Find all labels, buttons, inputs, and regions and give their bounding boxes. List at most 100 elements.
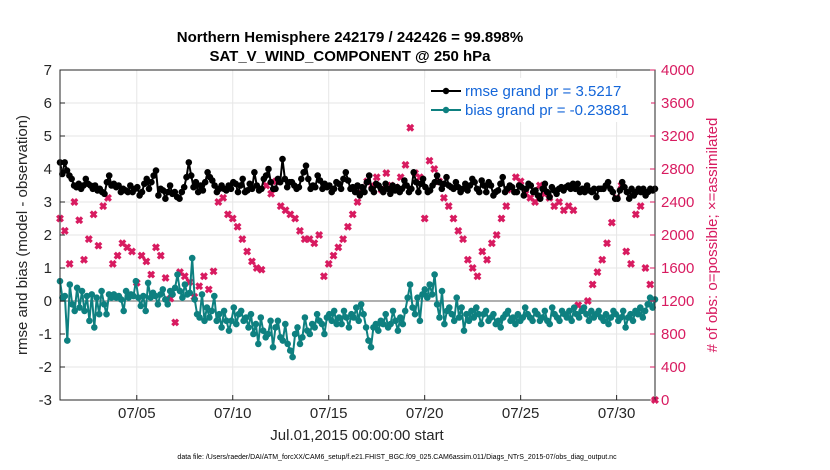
chart-title: Northern Hemisphere 242179 / 242426 = 99… [177,29,523,46]
rmse-point [478,177,486,184]
rmse-point [267,178,275,186]
legend-bias-marker [442,106,450,114]
bias-point [91,324,98,331]
x-tick-label: 07/05 [118,405,156,422]
rmse-point [305,175,312,183]
obs-marker [631,210,640,219]
obs-marker [324,259,333,268]
bias-point [634,310,642,318]
bias-point [546,320,553,328]
y-axis-label: rmse and bias (model - observation) [14,115,31,355]
bias-point [88,291,96,298]
obs-marker-arm [94,241,103,250]
obs-marker [425,156,434,165]
rmse-point [312,183,319,191]
rmse-point [335,180,343,188]
bias-point [458,304,465,311]
bias-point [267,317,274,325]
rmse-point [438,185,446,193]
obs-marker [444,202,453,211]
obs-marker [334,243,343,252]
bias-point [196,314,203,321]
rmse-point [616,187,624,194]
bias-point [433,301,441,308]
obs-marker-arm [564,202,573,211]
obs-marker [161,273,170,282]
rmse-point [546,193,553,201]
bias-point [326,310,333,318]
y-tick-label: 5 [44,128,52,145]
obs-marker-arm [324,259,333,268]
obs-marker-arm [233,222,242,231]
obs-marker-arm [459,235,468,244]
rmse-point [138,188,146,196]
obs-marker [478,247,487,256]
obs-marker-arm [430,165,439,173]
obs-marker-arm [348,210,357,219]
obs-marker-arm [108,259,117,268]
obs-marker-arm [195,282,204,291]
bias-point [355,317,363,325]
x-tick-label: 07/10 [214,405,252,422]
rmse-point [246,180,253,188]
bias-point [382,310,390,318]
obs-marker [569,206,578,215]
rmse-point [105,172,113,179]
obs-marker [219,193,228,202]
bias-point [213,317,220,325]
obs-marker-arm [147,270,156,279]
obs-marker-arm [627,259,635,268]
bias-point [296,340,304,348]
bias-point [176,287,184,295]
bias-point [95,310,103,318]
bias-point [534,310,541,318]
y-tick-label: -2 [39,359,52,376]
bias-point [191,296,198,303]
obs-marker-arm [80,255,88,264]
bias-point [404,294,412,302]
obs-marker-arm [142,257,151,266]
bias-point [345,324,353,331]
rmse-point [185,159,193,166]
bias-point [580,304,588,311]
bias-point [254,340,262,348]
rmse-point [625,195,633,202]
bias-point [612,310,620,318]
right-axis-ticks: 0 400 800 1200 1600 2000 2400 2800 3200 3600 4000 [650,62,694,409]
bias-point [311,324,319,331]
bias-point [272,324,279,331]
rmse-point [356,192,364,199]
rmse-point [583,182,591,189]
bias-point [242,314,250,321]
rmse-point [199,187,207,194]
bias-point [455,314,463,321]
bias-point [188,254,196,262]
bias-point [475,310,483,318]
bias-point [617,314,624,321]
obs-marker [80,255,88,264]
bias-point [171,284,179,292]
bias-point [441,320,448,328]
obs-marker-arm [483,255,492,264]
obs-marker [420,214,429,223]
rmse-point [553,190,560,198]
rmse-point [326,182,333,189]
rmse-point [91,182,99,189]
rmse-point [590,185,598,193]
rmse-point [536,195,544,202]
obs-marker-arm [329,251,338,260]
y-tick-label-right: 2400 [661,194,694,211]
rmse-point [567,185,574,193]
obs-marker-arm [353,198,362,206]
bias-point [424,294,431,302]
obs-marker-arm [334,243,343,252]
rmse-point [201,178,209,186]
bias-point [137,302,145,310]
bias-point [338,320,345,328]
rmse-point [190,183,197,191]
rmse-point [279,155,286,163]
obs-marker-arm [84,235,93,244]
rmse-point [68,175,75,183]
obs-marker [382,169,391,178]
obs-marker-arm [641,264,650,272]
